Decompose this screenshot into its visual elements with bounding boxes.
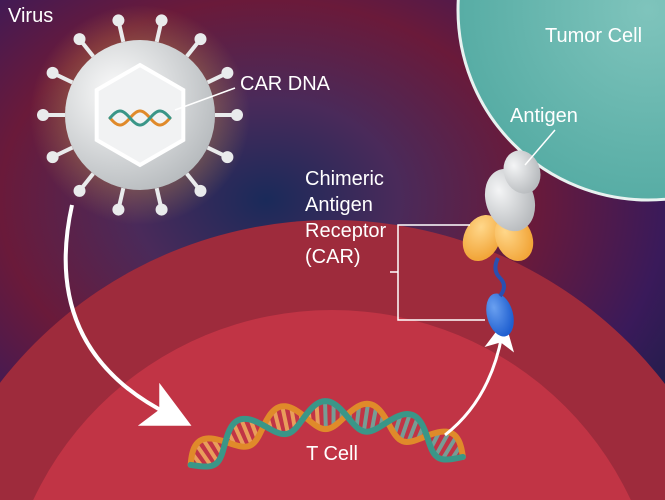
virus — [30, 5, 250, 225]
virus-label: Virus — [8, 5, 53, 27]
diagram-canvas: T Cell Tumor Cell Virus CAR DNA — [0, 0, 665, 500]
t-cell-label: T Cell — [306, 443, 358, 465]
antigen-label: Antigen — [510, 105, 578, 127]
tumor-cell-label: Tumor Cell — [545, 25, 642, 47]
car-dna-label: CAR DNA — [240, 73, 331, 95]
